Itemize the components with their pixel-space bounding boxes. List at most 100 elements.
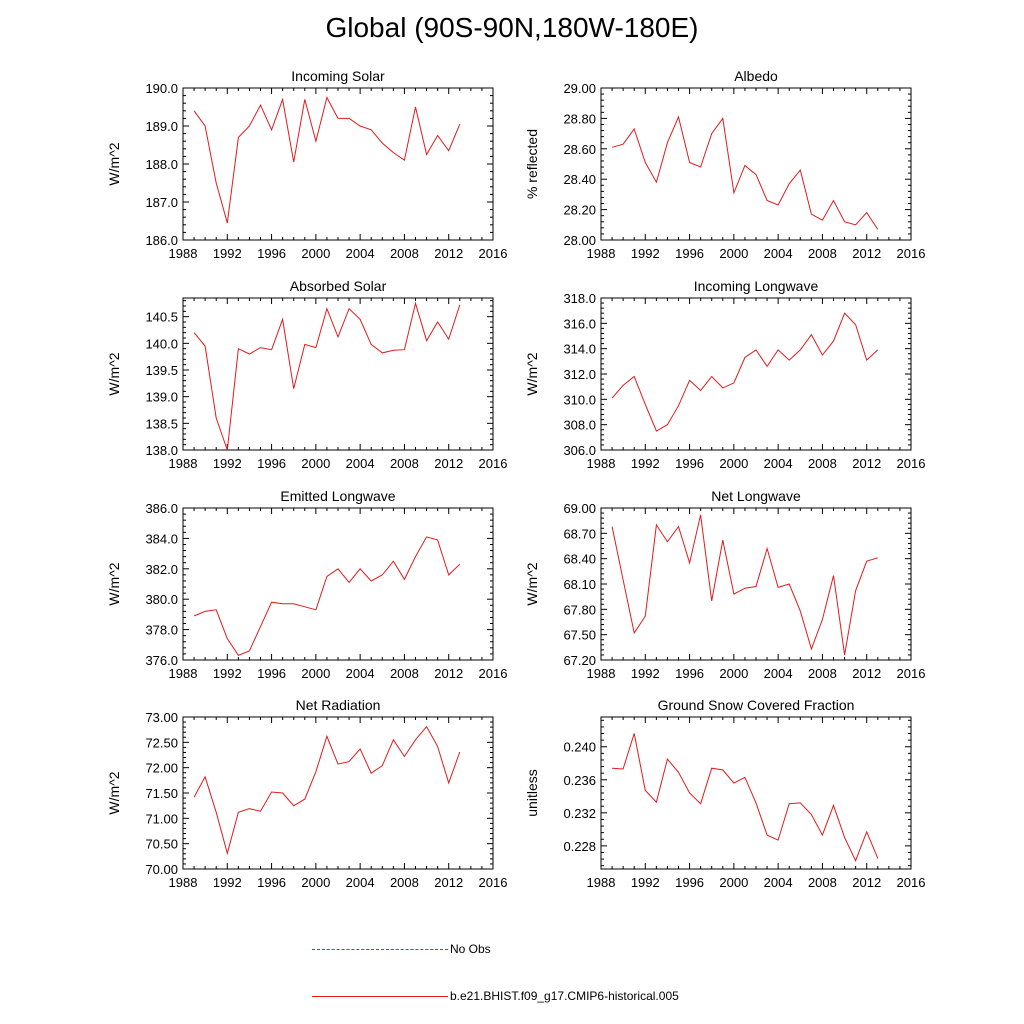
y-tick-label: 28.80 [563,111,596,126]
series-line-incoming-longwave [611,312,879,432]
chart-title: Emitted Longwave [280,488,395,504]
y-tick-label: 190.0 [145,81,178,96]
series-line-albedo [611,115,879,230]
y-tick-label: 68.10 [563,577,596,592]
y-tick-label: 186.0 [145,233,178,248]
y-axis-label: W/m^2 [106,562,122,605]
chart-title: Incoming Solar [291,68,385,84]
y-tick-label: 310.0 [563,392,596,407]
x-tick-label: 2012 [434,875,463,890]
x-tick-label: 2016 [479,456,508,471]
y-tick-label: 316.0 [563,316,596,331]
chart-title: Incoming Longwave [694,278,819,294]
x-tick-label: 2012 [434,456,463,471]
x-tick-label: 2004 [346,246,375,261]
x-tick-label: 1988 [169,875,198,890]
y-tick-label: 28.60 [563,142,596,157]
x-tick-label: 1988 [169,246,198,261]
y-tick-label: 386.0 [145,501,178,516]
x-tick-label: 2012 [852,875,881,890]
x-tick-label: 1992 [213,456,242,471]
y-tick-label: 68.40 [563,552,596,567]
y-tick-label: 71.50 [145,786,178,801]
x-tick-label: 1992 [631,456,660,471]
y-tick-label: 378.0 [145,623,178,638]
x-tick-label: 2008 [390,875,419,890]
x-tick-label: 1992 [213,666,242,681]
legend-model-line [312,996,448,997]
y-tick-label: 318.0 [563,291,596,306]
y-tick-label: 71.00 [145,811,178,826]
chart-emitted-longwave: Emitted Longwave W/m^2 1988 1992 1996 2000 200… [106,488,507,681]
y-axis-label: W/m^2 [106,142,122,185]
y-tick-label: 29.00 [563,81,596,96]
x-tick-label: 1996 [257,666,286,681]
x-tick-label: 2004 [764,246,793,261]
x-tick-label: 2016 [479,875,508,890]
y-axis-label: % reflected [524,129,540,199]
x-tick-label: 2004 [764,875,793,890]
plot-frame [600,507,912,661]
y-tick-label: 308.0 [563,418,596,433]
x-tick-label: 1988 [587,875,616,890]
y-tick-label: 68.70 [563,526,596,541]
x-tick-label: 1988 [587,246,616,261]
x-tick-label: 1996 [675,456,704,471]
y-tick-label: 312.0 [563,367,596,382]
y-tick-label: 384.0 [145,531,178,546]
x-tick-label: 2008 [808,875,837,890]
x-tick-label: 1996 [257,875,286,890]
series-line-ground-snow-covered-fraction [612,733,879,862]
chart-albedo: Albedo % reflected 1988 1992 1996 2000 2004 200… [524,68,925,261]
legend-no-obs-label: No Obs [450,942,491,956]
x-tick-label: 2016 [897,246,926,261]
x-tick-label: 2000 [301,875,330,890]
y-axis-label: W/m^2 [106,771,122,814]
x-tick-label: 2004 [764,666,793,681]
x-tick-label: 1992 [631,875,660,890]
chart-incoming-solar: Incoming Solar W/m^2 1988 1992 1996 2000 2004 2… [106,68,507,261]
x-tick-label: 1992 [213,875,242,890]
y-axis-label: W/m^2 [106,352,122,395]
plot-frame [182,507,494,661]
chart-ground-snow-covered-fraction: Ground Snow Covered Fraction unitless 1988… [524,697,925,890]
x-tick-label: 1996 [675,246,704,261]
x-tick-label: 2012 [852,246,881,261]
x-tick-label: 2016 [479,246,508,261]
legend-no-obs-line [312,949,448,950]
y-tick-label: 67.80 [563,602,596,617]
y-tick-label: 139.0 [145,390,178,405]
x-tick-label: 2012 [434,666,463,681]
x-tick-label: 1992 [213,246,242,261]
plot-frame [600,87,912,241]
chart-net-longwave: Net Longwave W/m^2 1988 1992 1996 2000 2004 200… [524,488,925,681]
chart-absorbed-solar: Absorbed Solar W/m^2 1988 1992 1996 2000 2004 2… [106,278,507,471]
x-tick-label: 2008 [808,246,837,261]
chart-title: Net Radiation [296,697,381,713]
x-tick-label: 2016 [897,666,926,681]
x-tick-label: 1996 [675,666,704,681]
x-tick-label: 2008 [808,456,837,471]
plot-frame [600,297,912,451]
x-tick-label: 1996 [257,456,286,471]
x-tick-label: 2000 [719,456,748,471]
x-tick-label: 1996 [675,875,704,890]
y-tick-label: 67.20 [563,653,596,668]
chart-net-radiation: Net Radiation W/m^2 1988 1992 1996 2000 2004 20… [106,697,507,890]
y-tick-label: 314.0 [563,342,596,357]
x-tick-label: 2008 [390,666,419,681]
y-tick-label: 0.236 [563,773,596,788]
y-tick-label: 28.20 [563,203,596,218]
x-tick-label: 2000 [719,246,748,261]
y-tick-label: 139.5 [145,363,178,378]
y-axis-label: W/m^2 [524,352,540,395]
chart-title: Ground Snow Covered Fraction [658,697,855,713]
y-tick-label: 376.0 [145,653,178,668]
y-axis-label: W/m^2 [524,562,540,605]
x-tick-label: 2004 [346,875,375,890]
series-line-incoming-solar [193,96,461,224]
y-tick-label: 306.0 [563,443,596,458]
y-tick-label: 73.00 [145,710,178,725]
y-tick-label: 187.0 [145,195,178,210]
